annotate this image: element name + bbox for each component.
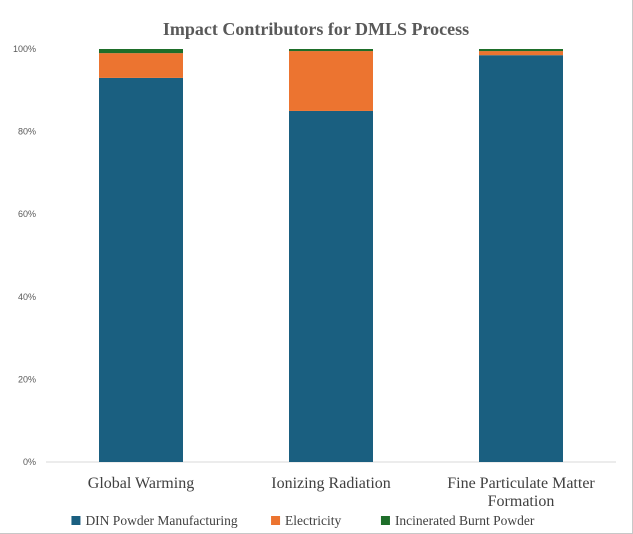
- bar-segment: [99, 49, 183, 54]
- bar-segment: [289, 49, 373, 52]
- legend-swatch: [380, 516, 390, 525]
- y-tick-label: 80%: [18, 127, 36, 137]
- x-tick-label: Ionizing Radiation: [271, 475, 391, 492]
- x-axis-labels: Global Warming Ionizing Radiation Fine Par…: [88, 475, 596, 510]
- bar-segment: [479, 55, 563, 462]
- legend: DIN Powder Manufacturing Electricity Incin…: [71, 513, 535, 528]
- y-tick-label: 100%: [13, 44, 36, 54]
- legend-swatch: [71, 516, 81, 525]
- x-tick-label: Global Warming: [88, 475, 194, 492]
- y-tick-label: 60%: [18, 209, 36, 219]
- legend-swatch: [271, 516, 281, 525]
- legend-label: DIN Powder Manufacturing: [85, 513, 237, 528]
- legend-label: Incinerated Burnt Powder: [395, 513, 535, 528]
- x-tick-label: Fine Particulate Matter Formation: [447, 475, 595, 510]
- bar-segment: [99, 77, 183, 462]
- bar-segment: [99, 53, 183, 78]
- bar-segment: [289, 51, 373, 111]
- y-tick-label: 40%: [18, 292, 36, 302]
- bar-segment: [479, 51, 563, 56]
- y-tick-label: 0%: [23, 457, 36, 467]
- y-tick-label: 20%: [18, 374, 36, 384]
- bar-segment: [479, 49, 563, 52]
- legend-label: Electricity: [285, 513, 341, 528]
- chart-title: Impact Contributors for DMLS Process: [163, 19, 469, 39]
- bars-group: [99, 49, 563, 462]
- y-axis: 0% 20% 40% 60% 80% 100%: [13, 44, 36, 467]
- bar-segment: [289, 110, 373, 462]
